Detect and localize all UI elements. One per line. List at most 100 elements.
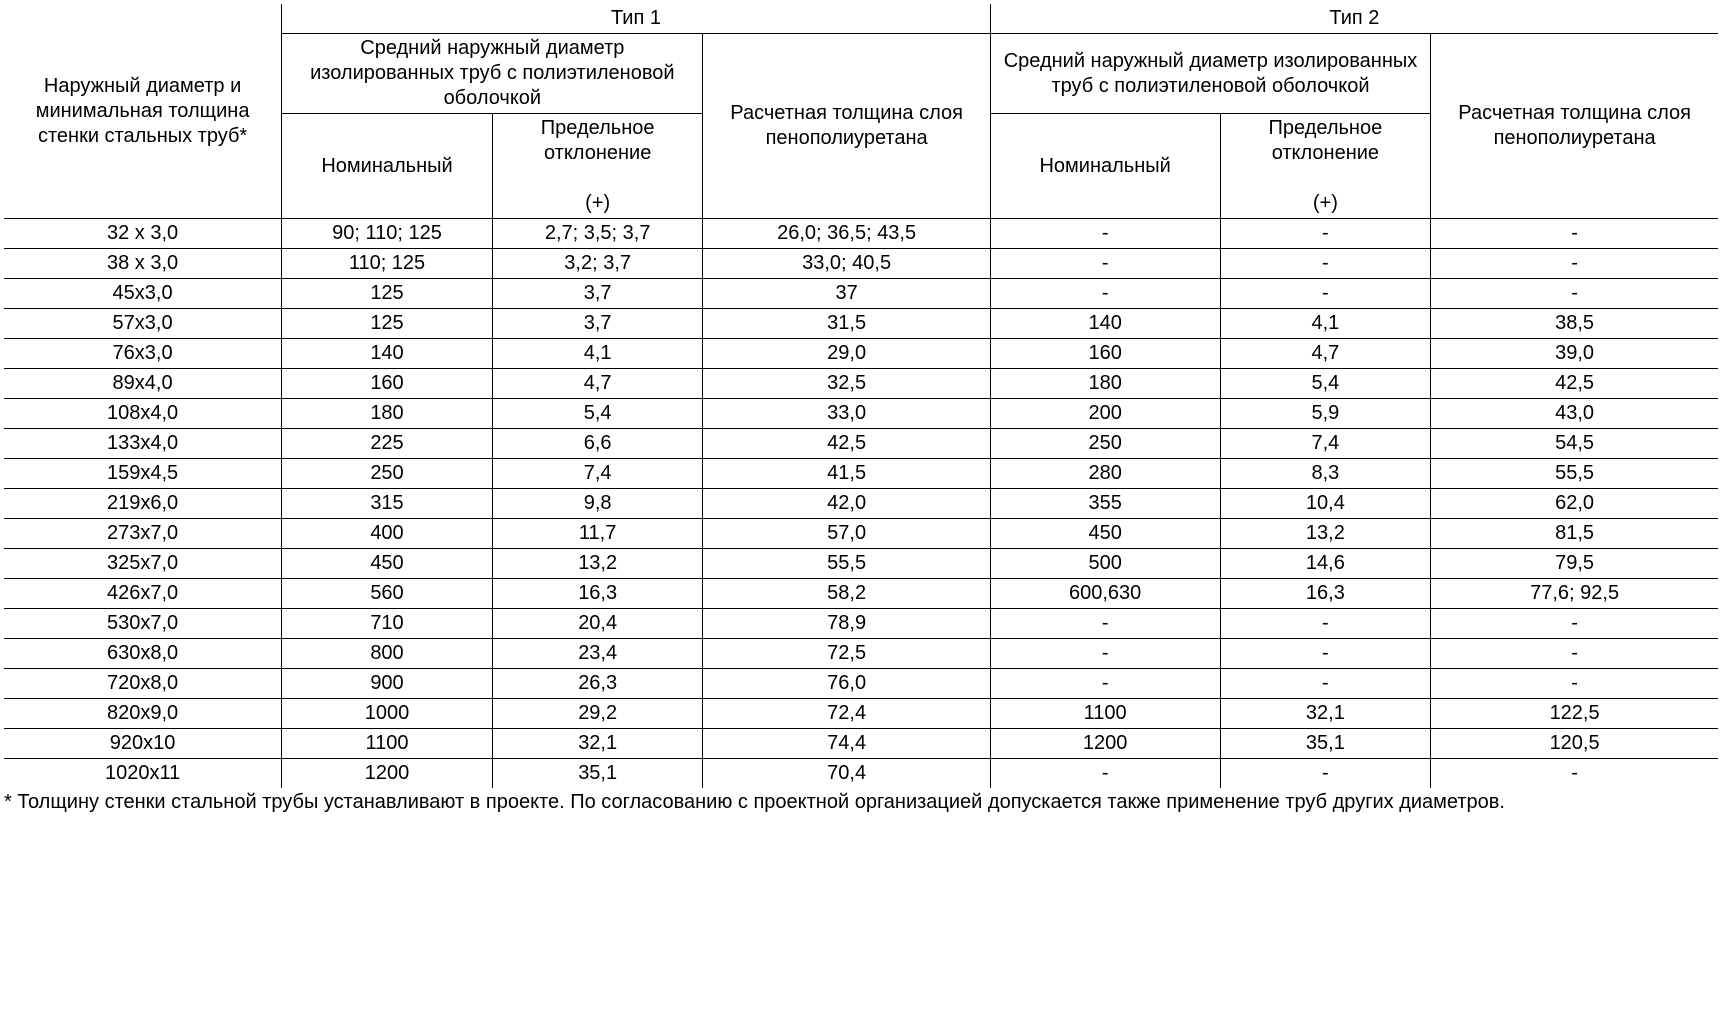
table-cell: 16,3 xyxy=(1220,579,1431,609)
table-cell: 77,6; 92,5 xyxy=(1431,579,1718,609)
header-deviation-1-plus: (+) xyxy=(585,192,610,214)
table-cell: 39,0 xyxy=(1431,339,1718,369)
table-cell: 820х9,0 xyxy=(4,699,282,729)
table-row: 720х8,090026,376,0--- xyxy=(4,669,1718,699)
table-cell: 33,0 xyxy=(703,399,990,429)
table-cell: 32,1 xyxy=(492,729,703,759)
table-cell: 58,2 xyxy=(703,579,990,609)
table-cell: 38 х 3,0 xyxy=(4,249,282,279)
table-cell: 122,5 xyxy=(1431,699,1718,729)
table-cell: 55,5 xyxy=(703,549,990,579)
table-cell: 9,8 xyxy=(492,489,703,519)
table-cell: 325х7,0 xyxy=(4,549,282,579)
table-cell: 29,2 xyxy=(492,699,703,729)
table-cell: 42,5 xyxy=(1431,369,1718,399)
table-cell: - xyxy=(1220,219,1431,249)
table-cell: 78,9 xyxy=(703,609,990,639)
table-cell: - xyxy=(990,609,1220,639)
table-cell: 42,0 xyxy=(703,489,990,519)
table-cell: 160 xyxy=(990,339,1220,369)
table-cell: 1100 xyxy=(990,699,1220,729)
table-cell: 920х10 xyxy=(4,729,282,759)
footnote: * Толщину стенки стальной трубы устанавл… xyxy=(4,788,1718,815)
table-row: 38 х 3,0110; 1253,2; 3,733,0; 40,5--- xyxy=(4,249,1718,279)
table-cell: 3,7 xyxy=(492,279,703,309)
table-cell: 125 xyxy=(282,309,493,339)
table-cell: 560 xyxy=(282,579,493,609)
table-cell: - xyxy=(1431,639,1718,669)
table-cell: 32,5 xyxy=(703,369,990,399)
table-row: 820х9,0100029,272,4110032,1122,5 xyxy=(4,699,1718,729)
table-cell: 120,5 xyxy=(1431,729,1718,759)
table-cell: 4,1 xyxy=(1220,309,1431,339)
header-nominal-1: Номинальный xyxy=(282,114,493,219)
table-cell: 140 xyxy=(282,339,493,369)
header-deviation-2: Предельное отклонение (+) xyxy=(1220,114,1431,219)
table-cell: 35,1 xyxy=(492,759,703,789)
table-cell: 20,4 xyxy=(492,609,703,639)
table-cell: 250 xyxy=(282,459,493,489)
table-cell: 14,6 xyxy=(1220,549,1431,579)
table-cell: 1200 xyxy=(282,759,493,789)
table-cell: 200 xyxy=(990,399,1220,429)
table-cell: 5,4 xyxy=(492,399,703,429)
table-cell: 1100 xyxy=(282,729,493,759)
table-cell: 72,4 xyxy=(703,699,990,729)
table-cell: 2,7; 3,5; 3,7 xyxy=(492,219,703,249)
table-cell: - xyxy=(990,219,1220,249)
table-cell: 5,9 xyxy=(1220,399,1431,429)
table-cell: 315 xyxy=(282,489,493,519)
table-cell: - xyxy=(1431,279,1718,309)
table-cell: 355 xyxy=(990,489,1220,519)
table-cell: 31,5 xyxy=(703,309,990,339)
table-cell: 900 xyxy=(282,669,493,699)
table-cell: 43,0 xyxy=(1431,399,1718,429)
table-row: 76х3,01404,129,01604,739,0 xyxy=(4,339,1718,369)
table-row: 89х4,01604,732,51805,442,5 xyxy=(4,369,1718,399)
table-cell: 450 xyxy=(990,519,1220,549)
table-cell: 54,5 xyxy=(1431,429,1718,459)
table-cell: 125 xyxy=(282,279,493,309)
table-row: 273х7,040011,757,045013,281,5 xyxy=(4,519,1718,549)
table-cell: 38,5 xyxy=(1431,309,1718,339)
table-cell: 81,5 xyxy=(1431,519,1718,549)
table-cell: 4,7 xyxy=(492,369,703,399)
table-cell: 1000 xyxy=(282,699,493,729)
table-row: 108х4,01805,433,02005,943,0 xyxy=(4,399,1718,429)
table-cell: 500 xyxy=(990,549,1220,579)
table-cell: 1020х11 xyxy=(4,759,282,789)
table-row: 630х8,080023,472,5--- xyxy=(4,639,1718,669)
table-cell: 42,5 xyxy=(703,429,990,459)
table-row: 57х3,01253,731,51404,138,5 xyxy=(4,309,1718,339)
table-cell: 110; 125 xyxy=(282,249,493,279)
table-cell: 8,3 xyxy=(1220,459,1431,489)
header-deviation-2-plus: (+) xyxy=(1313,192,1338,214)
table-body: 32 х 3,090; 110; 1252,7; 3,5; 3,726,0; 3… xyxy=(4,219,1718,789)
header-deviation-2-text: Предельное отклонение xyxy=(1269,117,1383,164)
table-cell: 108х4,0 xyxy=(4,399,282,429)
table-row: 530х7,071020,478,9--- xyxy=(4,609,1718,639)
table-cell: 32,1 xyxy=(1220,699,1431,729)
table-cell: 10,4 xyxy=(1220,489,1431,519)
table-cell: 74,4 xyxy=(703,729,990,759)
table-cell: - xyxy=(990,279,1220,309)
header-type1: Тип 1 xyxy=(282,4,991,34)
table-cell: 13,2 xyxy=(492,549,703,579)
table-cell: 219х6,0 xyxy=(4,489,282,519)
table-cell: 76,0 xyxy=(703,669,990,699)
table-row: 45х3,01253,737--- xyxy=(4,279,1718,309)
table-cell: 5,4 xyxy=(1220,369,1431,399)
table-cell: 11,7 xyxy=(492,519,703,549)
table-cell: - xyxy=(1431,609,1718,639)
table-cell: 29,0 xyxy=(703,339,990,369)
table-row: 32 х 3,090; 110; 1252,7; 3,5; 3,726,0; 3… xyxy=(4,219,1718,249)
table-row: 219х6,03159,842,035510,462,0 xyxy=(4,489,1718,519)
table-cell: 89х4,0 xyxy=(4,369,282,399)
table-cell: - xyxy=(1220,279,1431,309)
table-cell: 180 xyxy=(990,369,1220,399)
table-cell: - xyxy=(990,759,1220,789)
table-cell: 4,1 xyxy=(492,339,703,369)
table-cell: 72,5 xyxy=(703,639,990,669)
table-cell: 55,5 xyxy=(1431,459,1718,489)
table-row: 1020х11120035,170,4--- xyxy=(4,759,1718,789)
